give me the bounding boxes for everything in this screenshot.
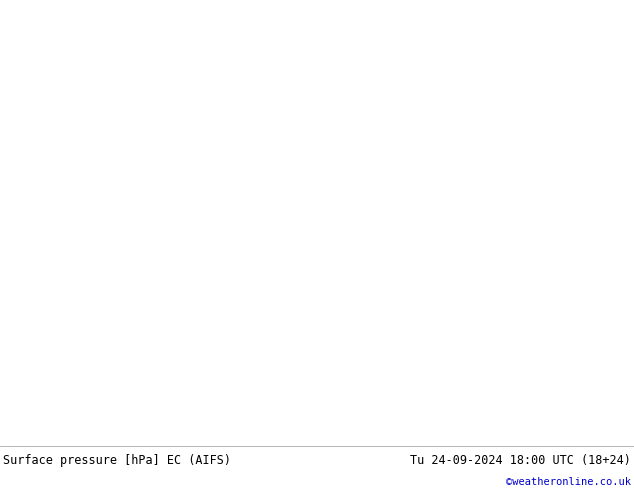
Text: ©weatheronline.co.uk: ©weatheronline.co.uk xyxy=(506,477,631,487)
Text: Tu 24-09-2024 18:00 UTC (18+24): Tu 24-09-2024 18:00 UTC (18+24) xyxy=(410,454,631,466)
Text: Surface pressure [hPa] EC (AIFS): Surface pressure [hPa] EC (AIFS) xyxy=(3,454,231,466)
